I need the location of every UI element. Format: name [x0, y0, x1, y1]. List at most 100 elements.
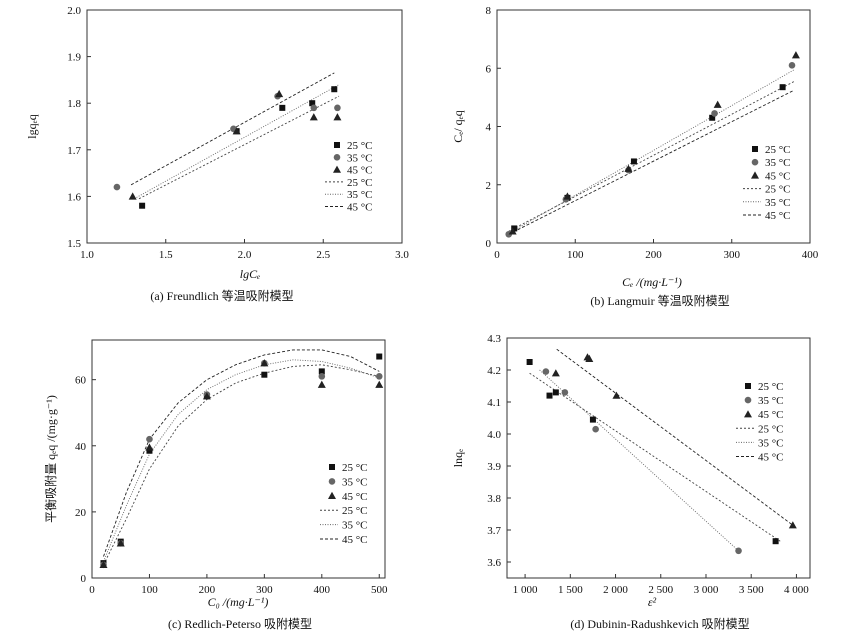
x-tick-label: 1.0	[80, 249, 94, 261]
y-tick-label: 4.0	[487, 429, 501, 441]
x-tick-label: 500	[371, 584, 388, 596]
legend-label: 45 °C	[347, 202, 373, 214]
legend-marker	[328, 491, 336, 499]
plot-frame	[506, 337, 811, 579]
legend-marker	[333, 165, 341, 173]
plot-frame	[91, 339, 386, 579]
panel-caption: (c) Redlich-Peterso 吸附模型	[168, 617, 312, 631]
y-tick-label: 4.2	[487, 365, 501, 377]
legend-label: 35 °C	[342, 520, 368, 532]
data-point-triangle	[624, 164, 633, 172]
y-tick-label: 40	[75, 441, 87, 453]
chart-panel-4: 1 000 1 500 2 000 2 500 3 000 3 500 4 000 3.6 3.…	[451, 333, 811, 631]
y-axis-label: lnqₑ	[451, 449, 465, 467]
y-tick-label: 1.9	[67, 52, 81, 64]
x-tick-label: 2 500	[648, 584, 673, 596]
legend-label: 25 °C	[342, 505, 368, 517]
data-point-triangle	[788, 521, 797, 529]
x-tick-label: 400	[314, 584, 331, 596]
y-tick-label: 0	[486, 238, 492, 250]
x-axis-label: C₀ /(mg·L⁻¹)	[208, 595, 269, 609]
x-tick-label: 400	[802, 249, 819, 261]
data-point-triangle	[309, 113, 318, 121]
y-tick-label: 3.9	[487, 461, 501, 473]
x-axis-label: ε²	[648, 595, 657, 609]
data-point-square	[546, 392, 553, 399]
y-tick-label: 4	[486, 122, 492, 134]
fit-line-1	[103, 359, 380, 562]
data-point-circle	[711, 110, 718, 117]
x-tick-label: 100	[567, 249, 584, 261]
legend-label: 35 °C	[765, 157, 791, 169]
x-tick-label: 100	[141, 584, 158, 596]
x-tick-label: 2.5	[316, 249, 330, 261]
y-tick-label: 2.0	[67, 5, 81, 17]
legend-label: 45 °C	[765, 170, 791, 182]
y-tick-label: 3.6	[487, 557, 501, 569]
data-point-square	[139, 202, 146, 209]
x-tick-label: 3.0	[395, 249, 409, 261]
data-point-square	[779, 84, 786, 91]
data-point-square	[772, 538, 779, 545]
data-point-triangle	[508, 227, 517, 235]
data-point-circle	[788, 62, 796, 69]
legend-label: 25 °C	[347, 140, 373, 152]
data-point-square	[146, 447, 153, 454]
data-point-triangle	[260, 359, 269, 367]
y-axis-label: Cₑ/ qₑq	[451, 110, 465, 143]
y-tick-label: 1.8	[67, 98, 81, 110]
x-tick-label: 0	[89, 584, 95, 596]
data-point-triangle	[99, 560, 108, 568]
y-tick-label: 1.7	[67, 145, 81, 157]
x-tick-label: 2.0	[238, 249, 252, 261]
x-tick-label: 0	[494, 249, 500, 261]
legend-label: 25 °C	[342, 462, 368, 474]
data-point-square	[526, 359, 533, 365]
x-tick-label: 3 500	[739, 584, 764, 596]
data-point-triangle	[128, 192, 137, 200]
fit-line-2	[103, 349, 380, 557]
fit-line-1	[539, 369, 739, 552]
legend-marker	[751, 171, 759, 179]
legend-label: 25 °C	[758, 423, 784, 435]
legend-marker	[752, 146, 758, 152]
legend-label: 45 °C	[765, 210, 791, 222]
data-point-square	[309, 100, 316, 107]
y-tick-label: 1.6	[67, 191, 81, 203]
panel-caption: (d) Dubinin-Radushkevich 吸附模型	[570, 617, 749, 631]
data-point-square	[511, 225, 518, 232]
data-point-square	[279, 104, 286, 111]
data-point-triangle	[791, 51, 800, 59]
legend-marker	[329, 464, 335, 470]
legend: 25 °C 35 °C 45 °C 25 °C 35 °C 45 °C	[320, 462, 368, 546]
legend-label: 45 °C	[342, 534, 368, 546]
data-point-circle	[310, 104, 318, 112]
legend-label: 45 °C	[342, 491, 368, 503]
legend-label: 25 °C	[758, 381, 784, 393]
data-point-circle	[542, 368, 550, 375]
panel-caption: (a) Freundlich 等温吸附模型	[150, 289, 293, 303]
legend-label: 45 °C	[758, 452, 784, 464]
legend-marker	[328, 478, 336, 485]
fit-line-0	[103, 364, 380, 566]
legend-marker	[751, 158, 759, 166]
x-axis-label: Cₑ /(mg·L⁻¹)	[622, 275, 682, 289]
fit-line-0	[508, 81, 795, 232]
data-point-square	[630, 158, 637, 165]
data-point-triangle	[232, 127, 241, 135]
fit-line-0	[529, 372, 781, 542]
data-point-triangle	[116, 539, 125, 547]
y-tick-label: 60	[75, 375, 87, 387]
x-tick-label: 200	[645, 249, 662, 261]
legend-label: 35 °C	[758, 395, 784, 407]
y-tick-label: 20	[75, 507, 87, 519]
legend-marker	[745, 383, 751, 389]
legend-label: 25 °C	[765, 184, 791, 196]
legend-label: 35 °C	[342, 476, 368, 488]
data-point-triangle	[713, 100, 722, 108]
legend-label: 35 °C	[765, 197, 791, 209]
plot-frame	[496, 9, 811, 244]
data-point-circle	[561, 389, 569, 396]
data-point-circle	[735, 547, 742, 555]
